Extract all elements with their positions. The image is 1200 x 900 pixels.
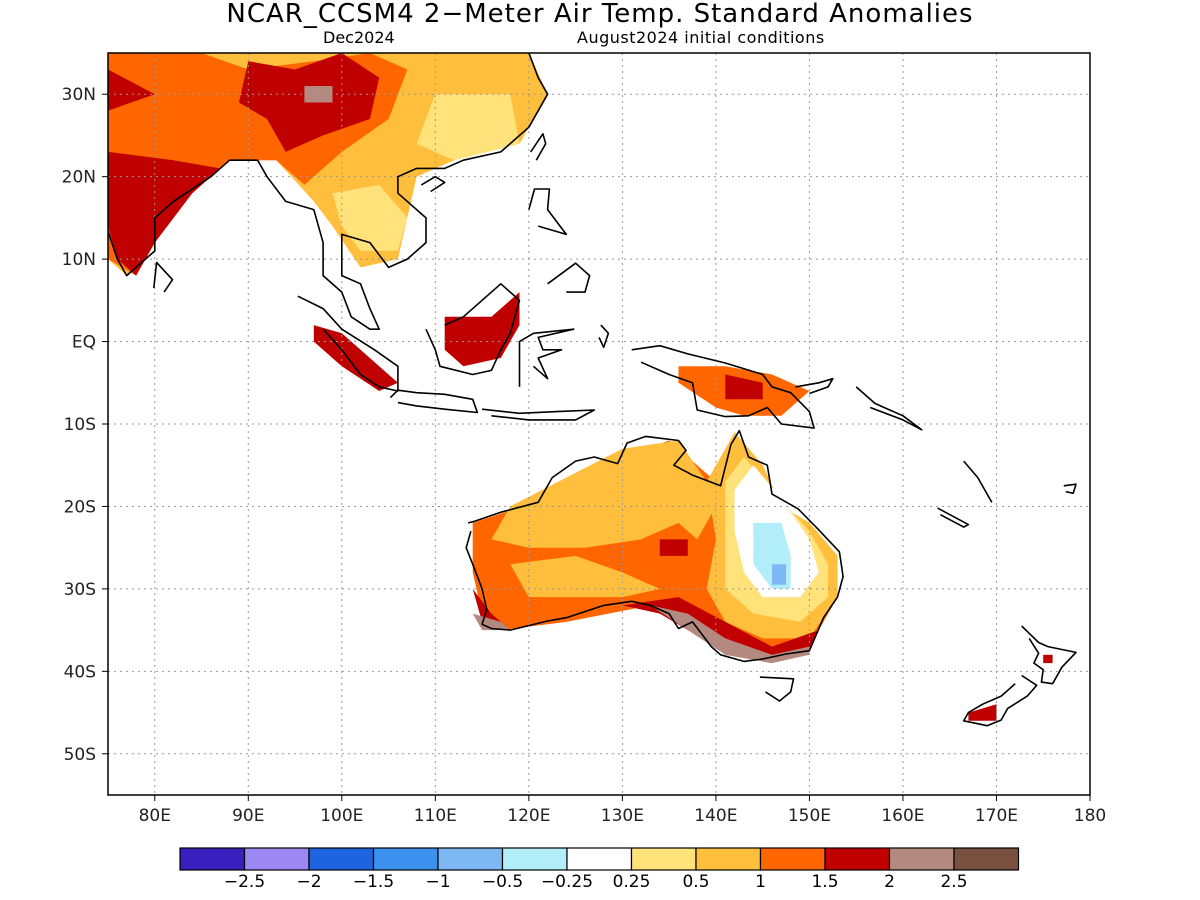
- colorbar-swatch: [759, 847, 826, 871]
- lat-tick-label: 30N: [62, 85, 96, 105]
- coastline-new-caledonia: [937, 507, 970, 528]
- lat-tick-label: 50S: [64, 745, 96, 765]
- colorbar-swatch: [953, 847, 1020, 871]
- coastline-hainan: [420, 175, 446, 193]
- colorbar-swatch: [501, 847, 568, 871]
- forecast-month: Dec2024: [323, 28, 395, 47]
- lat-tick-label: 10N: [62, 250, 96, 270]
- lon-tick-label: 150E: [788, 806, 831, 826]
- colorbar-swatch: [566, 847, 633, 871]
- colorbar-swatch: [437, 847, 504, 871]
- coastline-australia: [465, 429, 844, 663]
- coastline-sumatra: [297, 295, 399, 392]
- lon-tick-label: 130E: [601, 806, 644, 826]
- coastline-asia: [108, 53, 549, 331]
- graticule: [108, 53, 1090, 795]
- anomaly-region-20: [659, 539, 688, 556]
- coastline-sri-lanka: [153, 261, 174, 293]
- anomaly-region-23: [472, 613, 511, 631]
- lat-tick-label: 20S: [64, 497, 96, 517]
- initial-conditions-label: August2024 initial conditions: [577, 28, 825, 47]
- colorbar-label: 2.5: [940, 872, 967, 892]
- axis-ticks: 80E 90E 100E 110E 120E 130E 140E 150E 160E 170E 18…: [62, 85, 1107, 826]
- colorbar: −2.5 −2 −1.5 −1 −0.5 −0.25 0.25 0.5 1 1.5 2 2.5: [179, 847, 1020, 892]
- map-title: NCAR_CCSM4 2−Meter Air Temp. Standard An…: [226, 0, 974, 29]
- anomaly-region-6: [416, 94, 520, 161]
- colorbar-label: 2: [884, 872, 895, 892]
- colorbar-label: −2.5: [224, 872, 265, 892]
- colorbar-label: −2: [296, 872, 321, 892]
- lat-tick-label: 20N: [62, 168, 96, 188]
- colorbar-label: −1: [425, 872, 450, 892]
- colorbar-swatch: [243, 847, 310, 871]
- anomaly-region-8: [444, 292, 520, 367]
- lon-tick-label: 180: [1074, 806, 1106, 826]
- coastline-fiji: [1063, 483, 1077, 495]
- lon-tick-label: 110E: [414, 806, 457, 826]
- coastline-new-guinea: [631, 344, 815, 429]
- colorbar-swatch: [630, 847, 697, 871]
- colorbar-label: 0.25: [613, 872, 651, 892]
- lon-tick-label: 100E: [320, 806, 363, 826]
- anomaly-region-4: [108, 151, 221, 276]
- coastline-halmahera: [598, 324, 610, 349]
- coastline-lesser-sunda: [482, 408, 596, 421]
- coastline-vanuatu: [963, 460, 993, 503]
- colorbar-label: −0.25: [541, 872, 593, 892]
- coastline-solomons: [855, 386, 923, 431]
- anomaly-region-25: [968, 704, 997, 721]
- colorbar-swatch: [695, 847, 762, 871]
- coastline-mindanao: [547, 262, 591, 293]
- anomaly-region-14: [510, 555, 660, 598]
- anomaly-region-13: [491, 440, 716, 548]
- lon-tick-label: 140E: [694, 806, 737, 826]
- colorbar-swatch: [308, 847, 375, 871]
- colorbar-swatch: [179, 847, 246, 871]
- lon-tick-label: 170E: [975, 806, 1018, 826]
- lat-tick-label: EQ: [72, 333, 96, 353]
- colorbar-swatch: [888, 847, 955, 871]
- coastline-tasmania: [759, 676, 795, 702]
- lon-tick-label: 160E: [881, 806, 924, 826]
- coastline-sulawesi: [518, 328, 575, 387]
- anomaly-region-26: [1043, 654, 1053, 664]
- colorbar-label: 0.5: [682, 872, 709, 892]
- lat-tick-label: 10S: [64, 415, 96, 435]
- coastline-new-britain: [795, 377, 834, 395]
- lon-tick-label: 120E: [507, 806, 550, 826]
- anomaly-region-7: [332, 184, 408, 251]
- anomaly-region-24: [650, 605, 810, 664]
- colorbar-label: 1.5: [811, 872, 838, 892]
- coastlines: [108, 53, 1077, 727]
- coastline-nz-north: [1021, 625, 1077, 685]
- anomaly-shading: [108, 53, 1053, 721]
- colorbar-swatch: [824, 847, 891, 871]
- anomaly-region-19: [772, 564, 786, 585]
- coastline-taiwan: [530, 133, 547, 161]
- coastline-nz-south: [962, 674, 1038, 727]
- anomaly-region-2: [108, 69, 155, 111]
- lat-tick-label: 30S: [64, 580, 96, 600]
- coastline-borneo: [425, 282, 521, 376]
- coastline-java: [389, 389, 479, 414]
- colorbar-label: 1: [755, 872, 766, 892]
- lon-tick-label: 90E: [232, 806, 264, 826]
- colorbar-label: −0.5: [482, 872, 523, 892]
- colorbar-label: −1.5: [353, 872, 394, 892]
- lat-tick-label: 40S: [64, 662, 96, 682]
- lon-tick-label: 80E: [139, 806, 171, 826]
- anomaly-region-11: [725, 374, 763, 400]
- coastline-luzon: [528, 188, 568, 236]
- colorbar-swatch: [372, 847, 439, 871]
